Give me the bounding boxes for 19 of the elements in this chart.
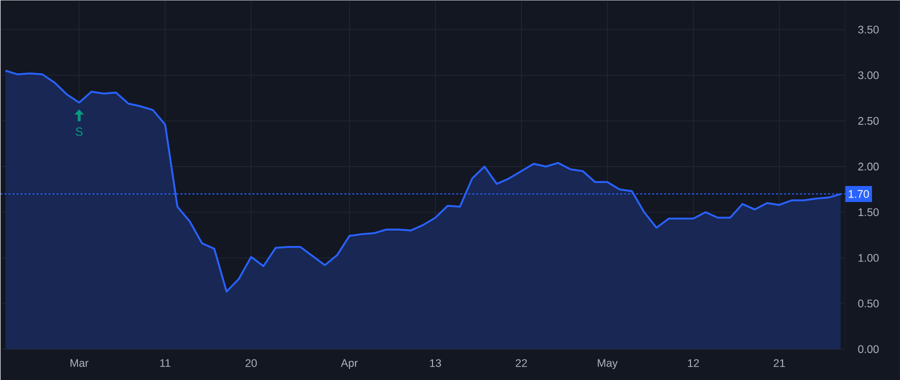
- y-tick-label: 2.50: [858, 116, 879, 125]
- x-tick-label: Apr: [340, 359, 358, 369]
- x-tick-label: 11: [160, 359, 170, 367]
- x-tick-label: 22: [516, 359, 527, 367]
- y-tick-label: 3.00: [858, 71, 879, 80]
- x-tick-label: 20: [246, 359, 257, 367]
- x-tick-label: 13: [430, 359, 441, 367]
- y-tick-label: 1.00: [858, 254, 879, 262]
- ref-line-label: 1.70: [848, 190, 869, 198]
- y-tick-label: 0.50: [858, 300, 879, 308]
- y-tick-label: 2.00: [858, 162, 879, 170]
- y-tick-label: 0.00: [858, 345, 879, 353]
- x-tick-label: May: [598, 359, 618, 369]
- y-tick-label: 1.50: [858, 208, 879, 216]
- y-tick-label: 3.50: [858, 26, 879, 34]
- x-tick-label: Mar: [70, 359, 88, 367]
- x-tick-label: 12: [688, 359, 699, 367]
- x-tick-label: 21: [774, 359, 785, 367]
- annotation: S: [76, 127, 83, 136]
